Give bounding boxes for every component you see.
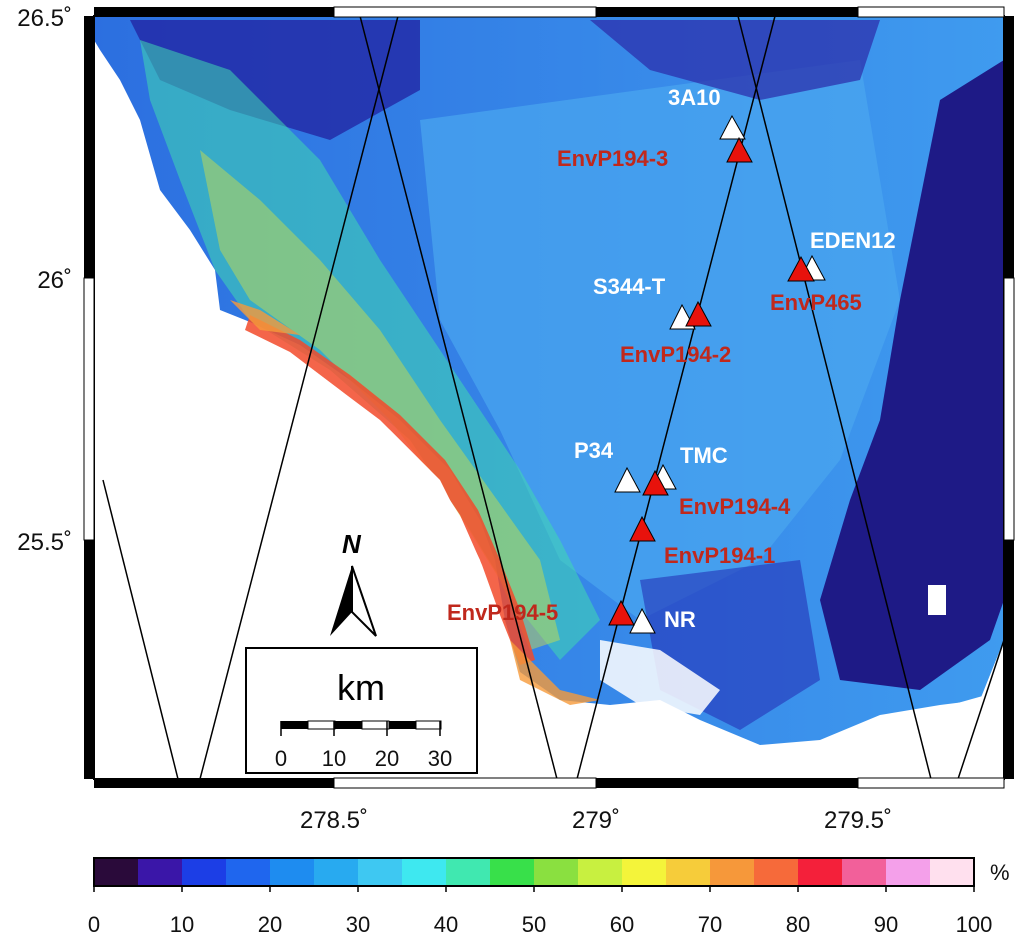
colorbar-swatch xyxy=(358,858,403,886)
station-marker-envp194-5 xyxy=(608,599,635,626)
scale-bar-tick-label: 20 xyxy=(375,746,399,771)
colorbar-swatches xyxy=(94,858,975,886)
colorbar-swatch xyxy=(314,858,359,886)
station-label: EnvP194-2 xyxy=(620,342,731,367)
scale-bar: km 0 10 20 30 xyxy=(245,647,478,774)
north-arrow-label: N xyxy=(342,529,362,559)
colorbar-tick-label: 10 xyxy=(170,912,194,937)
scale-bar-tick-label: 10 xyxy=(322,746,346,771)
colorbar-tick-label: 50 xyxy=(522,912,546,937)
lat-tick-label: 26.5˚ xyxy=(17,5,72,32)
station-label: EnvP194-1 xyxy=(664,543,775,568)
colorbar-swatch xyxy=(94,858,139,886)
map-panel: 26.5˚ 26˚ 25.5˚ 278.5˚ 279˚ 279.5˚ 3A10 … xyxy=(17,5,1015,834)
station-marker-envp194-2 xyxy=(685,300,712,327)
north-arrow: N xyxy=(330,529,377,637)
lat-tick-label: 25.5˚ xyxy=(17,529,72,556)
colorbar-swatch xyxy=(842,858,887,886)
station-marker-envp465 xyxy=(787,255,815,282)
no-data-south xyxy=(600,640,720,715)
colorbar-swatch xyxy=(666,858,711,886)
colorbar-tick-label: 100 xyxy=(956,912,993,937)
satellite-tracks xyxy=(102,16,1004,779)
lon-tick-label: 279.5˚ xyxy=(824,807,892,834)
colorbar-unit: % xyxy=(990,860,1010,885)
lon-tick-label: 278.5˚ xyxy=(300,807,368,834)
colorbar-swatch xyxy=(402,858,447,886)
colorbar-swatch xyxy=(490,858,535,886)
station-label: NR xyxy=(664,607,696,632)
env-station-markers xyxy=(608,136,815,626)
track-line-4 xyxy=(737,16,932,779)
colorbar-tick-label: 0 xyxy=(88,912,100,937)
station-label: TMC xyxy=(680,443,728,468)
env-station-labels: EnvP194-3 EnvP465 EnvP194-2 EnvP194-4 En… xyxy=(447,146,862,625)
colorbar-tick-label: 20 xyxy=(258,912,282,937)
no-data-east xyxy=(928,585,946,615)
station-label: EnvP194-4 xyxy=(679,494,791,519)
track-line-1 xyxy=(359,16,558,779)
track-line-3 xyxy=(102,479,179,779)
track-line-6 xyxy=(957,639,1004,779)
land-cover-raster xyxy=(94,16,1004,779)
track-line-2 xyxy=(199,16,399,779)
station-label: S344-T xyxy=(593,274,666,299)
colorbar-ticks: 0 10 20 30 40 50 60 70 80 90 100 xyxy=(88,886,992,937)
colorbar-swatch xyxy=(886,858,931,886)
station-label: 3A10 xyxy=(668,85,721,110)
colorbar-swatch xyxy=(622,858,667,886)
colorbar-swatch xyxy=(446,858,491,886)
station-marker-nr xyxy=(629,607,656,634)
red-coastal-fringe xyxy=(245,315,535,665)
colorbar: 0 10 20 30 40 50 60 70 80 90 100 % xyxy=(88,857,1010,937)
dark-patch-east xyxy=(820,60,1004,690)
green-band-west xyxy=(140,40,600,660)
scale-bar-box xyxy=(245,647,478,774)
colorbar-tick-label: 60 xyxy=(610,912,634,937)
map-border xyxy=(83,6,1015,789)
colorbar-swatch xyxy=(710,858,755,886)
colorbar-tick-label: 80 xyxy=(786,912,810,937)
scale-bar-tick-label: 0 xyxy=(275,746,287,771)
station-marker-envp194-3 xyxy=(726,136,753,163)
station-marker-envp194-1 xyxy=(629,515,656,542)
north-arrow-left-half xyxy=(330,566,352,636)
colorbar-swatch xyxy=(138,858,183,886)
ocean-se xyxy=(700,690,1004,779)
colorbar-swatch xyxy=(270,858,315,886)
station-label: EnvP465 xyxy=(770,290,862,315)
station-marker-envp194-4 xyxy=(642,469,669,496)
station-marker-3a10 xyxy=(719,114,746,140)
dark-patch-ne xyxy=(590,20,880,100)
station-label: EnvP194-5 xyxy=(447,600,558,625)
station-label: P34 xyxy=(574,438,614,463)
station-label: EnvP194-3 xyxy=(557,146,668,171)
colorbar-swatch xyxy=(578,858,623,886)
colorbar-tick-label: 30 xyxy=(346,912,370,937)
colorbar-swatch xyxy=(930,858,975,886)
dark-patch-nw xyxy=(130,20,420,140)
colorbar-tick-label: 70 xyxy=(698,912,722,937)
colorbar-swatch xyxy=(226,858,271,886)
colorbar-swatch xyxy=(754,858,799,886)
interior-region xyxy=(420,60,900,620)
colorbar-swatch xyxy=(534,858,579,886)
station-label: EDEN12 xyxy=(810,228,896,253)
colorbar-tick-label: 40 xyxy=(434,912,458,937)
lat-tick-label: 26˚ xyxy=(37,267,72,294)
scale-bar-tick-label: 30 xyxy=(428,746,452,771)
scale-bar-unit: km xyxy=(337,667,385,708)
north-arrow-right-half xyxy=(351,565,377,637)
colorbar-swatch xyxy=(182,858,227,886)
gps-station-labels: 3A10 EDEN12 S344-T P34 TMC NR xyxy=(574,85,896,632)
ocean-sw xyxy=(94,330,620,779)
colorbar-tick-label: 90 xyxy=(874,912,898,937)
station-marker-p34 xyxy=(614,466,641,493)
lon-tick-label: 279˚ xyxy=(572,807,620,834)
colorbar-swatch xyxy=(798,858,843,886)
